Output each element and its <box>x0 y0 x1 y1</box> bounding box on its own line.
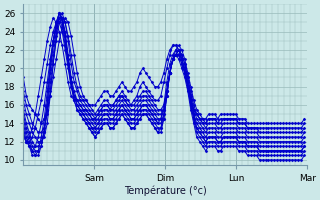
X-axis label: Température (°c): Température (°c) <box>124 185 207 196</box>
